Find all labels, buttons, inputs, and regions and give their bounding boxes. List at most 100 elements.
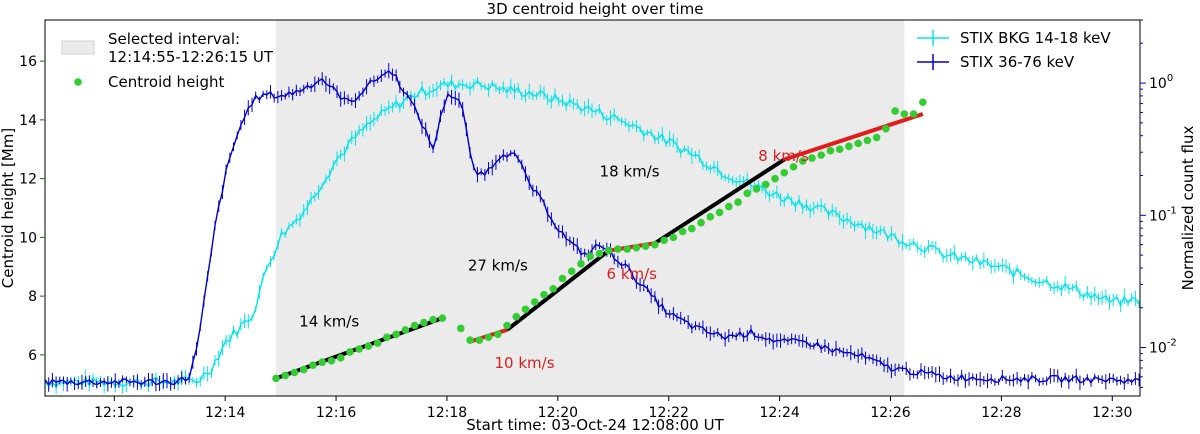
centroid-point	[586, 252, 594, 261]
legend-interval-label-1: Selected interval:	[108, 30, 240, 48]
centroid-point	[697, 218, 705, 227]
centroid-point	[299, 365, 308, 374]
legend-centroid-label: Centroid height	[108, 73, 224, 91]
centroid-point	[669, 233, 678, 242]
centroid-point	[660, 236, 668, 245]
speed-label-0: 14 km/s	[299, 312, 359, 330]
legend-left: Selected interval:12:14:55-12:26:15 UT Ce…	[61, 30, 274, 91]
centroid-point	[651, 240, 659, 249]
centroid-point	[854, 139, 862, 148]
centroid-point	[475, 336, 484, 344]
centroid-point	[891, 107, 899, 115]
stix-bkg-series-line	[44, 79, 1140, 388]
centroid-point	[835, 145, 844, 154]
centroid-point	[771, 174, 779, 183]
stix-36-76-series-line	[44, 69, 1140, 386]
speed-label-4: 18 km/s	[600, 162, 660, 180]
centroid-point	[808, 154, 816, 162]
centroid-point	[724, 202, 733, 211]
centroid-point	[688, 224, 696, 233]
centroid-point	[798, 157, 807, 165]
centroid-point	[715, 208, 724, 217]
x-tick-label: 12:20	[538, 405, 578, 421]
x-tick-label: 12:18	[427, 405, 467, 421]
chart-title: 3D centroid height over time	[487, 0, 704, 18]
fit-segment-5	[783, 112, 924, 162]
centroid-point	[641, 242, 650, 250]
centroid-point	[392, 330, 400, 339]
centroid-point	[429, 315, 437, 324]
fit-segment-4	[653, 157, 786, 245]
speed-label-3: 6 km/s	[607, 265, 658, 283]
x-tick-label: 12:14	[205, 405, 245, 421]
centroid-point	[364, 342, 373, 350]
x-tick-label: 12:24	[759, 405, 799, 421]
y-left-tick-label: 10	[19, 230, 37, 246]
centroid-point	[530, 298, 539, 306]
x-tick-label: 12:26	[870, 405, 910, 421]
x-tick-label: 12:16	[316, 405, 356, 421]
centroid-point	[272, 374, 280, 383]
legend-centroid-marker	[74, 78, 82, 86]
centroid-point	[919, 98, 927, 107]
x-tick-label: 12:22	[649, 405, 689, 421]
centroid-point	[632, 243, 641, 252]
centroid-point	[549, 284, 558, 293]
speed-label-1: 10 km/s	[495, 354, 555, 372]
centroid-point	[604, 246, 613, 255]
x-tick-label: 12:12	[94, 405, 134, 421]
centroid-point	[678, 227, 687, 236]
y-left-tick-label: 14	[19, 113, 37, 129]
centroid-point	[309, 361, 317, 369]
y-left-tick-label: 12	[19, 172, 37, 188]
centroid-point	[558, 274, 567, 283]
centroid-point	[752, 185, 761, 193]
centroid-point	[410, 321, 419, 330]
centroid-point	[457, 324, 465, 333]
centroid-point	[882, 124, 890, 133]
centroid-point	[493, 330, 502, 339]
centroid-point	[503, 321, 511, 330]
x-tick-label: 12:28	[981, 405, 1021, 421]
y-right-tick-label: 10-1	[1149, 205, 1177, 224]
centroid-point	[734, 198, 742, 206]
centroid-point	[466, 336, 474, 344]
speed-label-2: 27 km/s	[468, 256, 528, 274]
centroid-point	[780, 168, 789, 177]
x-axis-label: Start time: 03-Oct-24 12:08:00 UT	[466, 416, 724, 434]
centroid-point	[872, 133, 881, 142]
legend-interval-swatch	[61, 40, 95, 55]
selected-interval-band	[276, 20, 905, 396]
centroid-point	[281, 371, 290, 380]
centroid-point	[512, 312, 521, 321]
centroid-point	[484, 333, 493, 342]
centroid-point	[290, 368, 299, 377]
centroid-point	[383, 333, 391, 342]
legend-interval-label-2: 12:14:55-12:26:15 UT	[108, 48, 274, 66]
centroid-point	[761, 180, 770, 189]
plot-frame	[44, 19, 1141, 397]
centroid-point	[826, 146, 835, 155]
centroid-point	[540, 290, 548, 299]
centroid-point	[373, 339, 382, 347]
centroid-point	[336, 354, 345, 362]
y-axis-label-right: Normalized count flux	[1179, 126, 1197, 291]
y-axis-label-left: Centroid height [Mm]	[0, 128, 17, 288]
centroid-point	[401, 326, 410, 334]
plot-area: 14 km/s 10 km/s 27 km/s 6 km/s 18 km/s 8 km/s…	[19, 19, 1177, 421]
centroid-point	[900, 110, 909, 118]
y-right-tick-label: 10-2	[1149, 338, 1177, 357]
centroid-point	[845, 142, 853, 151]
y-left-tick-label: 16	[19, 54, 37, 70]
centroid-point	[614, 245, 622, 253]
centroid-point	[420, 318, 428, 327]
centroid-point	[909, 110, 918, 118]
centroid-point	[595, 249, 604, 258]
legend-right: STIX BKG 14-18 keV STIX 36-76 keV	[917, 29, 1111, 71]
centroid-point	[327, 356, 336, 365]
centroid-point	[577, 260, 585, 268]
centroid-point	[623, 245, 631, 253]
centroid-point	[567, 267, 576, 275]
centroid-point	[355, 345, 363, 353]
